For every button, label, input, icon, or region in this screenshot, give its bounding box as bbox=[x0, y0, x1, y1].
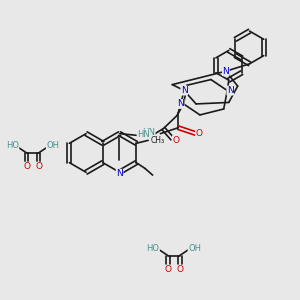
Text: HO: HO bbox=[6, 141, 19, 150]
Text: HN: HN bbox=[137, 130, 150, 139]
Text: O: O bbox=[35, 162, 42, 171]
Text: HN: HN bbox=[142, 128, 155, 137]
Text: HO: HO bbox=[146, 244, 160, 253]
Text: N: N bbox=[116, 169, 123, 178]
Text: O: O bbox=[23, 162, 30, 171]
Text: N: N bbox=[177, 99, 184, 108]
Text: CH₃: CH₃ bbox=[151, 136, 165, 145]
Text: N: N bbox=[222, 67, 229, 76]
Text: OH: OH bbox=[188, 244, 201, 253]
Text: O: O bbox=[176, 265, 183, 274]
Text: O: O bbox=[172, 136, 179, 145]
Text: N: N bbox=[181, 86, 188, 95]
Text: O: O bbox=[196, 129, 202, 138]
Text: O: O bbox=[164, 265, 171, 274]
Text: OH: OH bbox=[46, 141, 59, 150]
Text: N: N bbox=[227, 86, 234, 95]
